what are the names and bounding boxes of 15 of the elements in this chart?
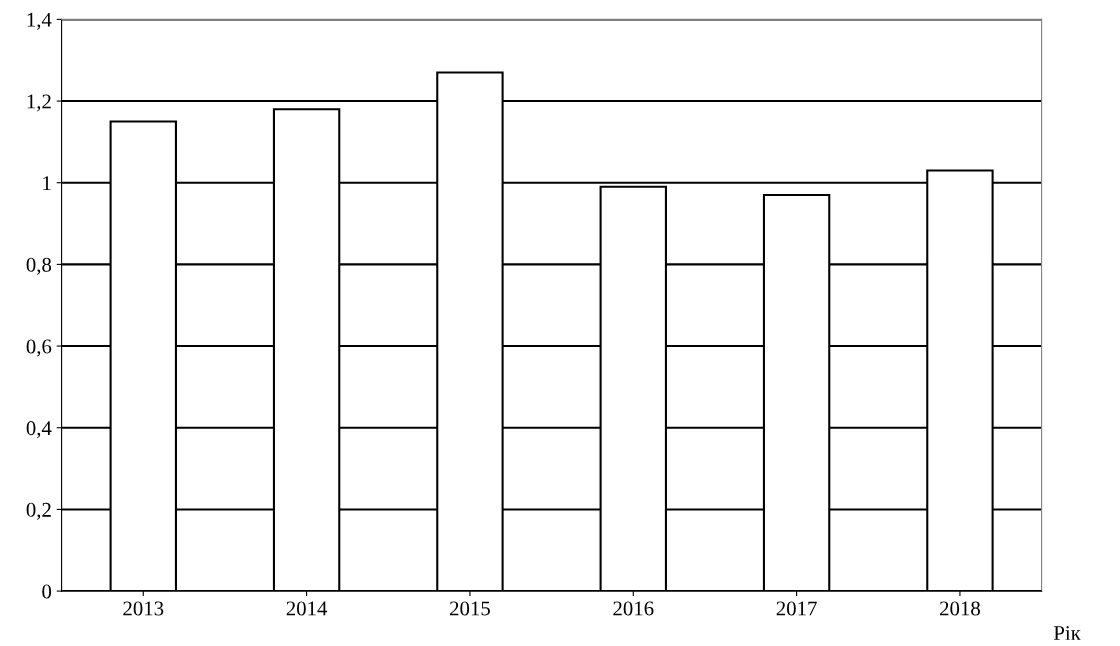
x-axis-title: Рік [1053,626,1081,640]
x-tick-label: 2014 [286,601,328,616]
y-tick-label: 0,8 [26,257,52,275]
y-tick-label: 1 [43,176,51,190]
x-tick-label: 2013 [123,601,164,616]
x-tick-label: 2018 [940,601,980,616]
x-tick-label: 2017 [776,601,817,616]
x-tick-label: 2016 [613,601,654,616]
y-tick-label: 0,2 [26,502,51,520]
x-tick-label: 2015 [450,601,490,616]
y-tick-label: 0,6 [26,339,52,357]
y-tick-label: 1,4 [27,12,52,30]
y-tick-label: 1,2 [27,94,51,112]
y-tick-label: 0,4 [26,421,52,439]
y-tick-label: 0 [42,584,52,599]
